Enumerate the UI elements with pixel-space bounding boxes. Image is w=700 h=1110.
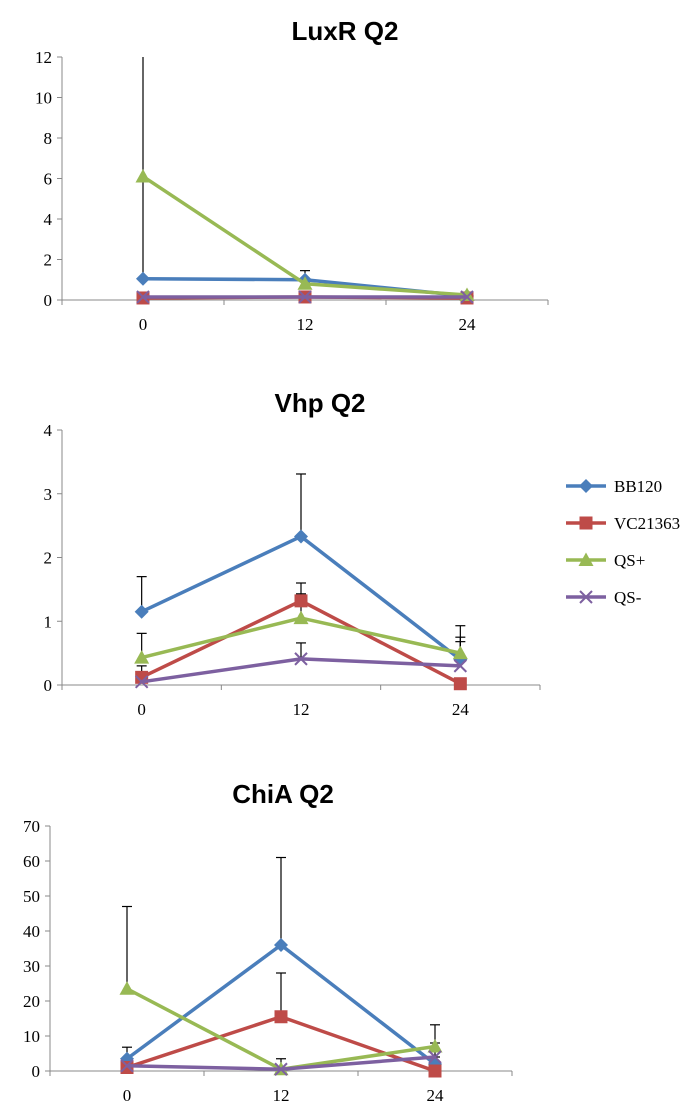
data-point [298,290,312,304]
data-point [453,677,467,691]
legend-item-QS+: QS+ [566,551,645,570]
data-point [428,1050,442,1064]
data-point [136,271,150,286]
series-QS- [120,1050,442,1076]
series-QS- [134,652,468,689]
y-tick-label: 2 [44,549,53,568]
chart-title: ChiA Q2 [232,779,334,809]
y-tick-label: 60 [23,852,40,871]
chart-title: Vhp Q2 [274,388,365,418]
legend-item-QS-: QS- [566,588,642,607]
series-VC21363 [135,594,467,691]
data-point [297,276,313,290]
y-tick-label: 4 [44,210,53,229]
x-tick-label: 12 [273,1086,290,1105]
y-tick-label: 0 [44,676,53,695]
data-point [136,290,150,304]
y-tick-label: 50 [23,887,40,906]
data-point [427,1039,443,1053]
error-bars-BB120 [142,57,472,296]
legend-marker [579,590,593,604]
x-tick-label: 24 [427,1086,445,1105]
x-tick-label: 0 [123,1086,132,1105]
data-point [134,650,150,664]
series-QS- [136,290,474,304]
y-tick-label: 30 [23,957,40,976]
legend-label: QS+ [614,551,645,570]
legend-label: VC21363 [614,514,680,533]
data-point [120,1059,134,1073]
y-tick-label: 1 [44,612,53,631]
legend-item-BB120: BB120 [566,477,662,496]
y-tick-label: 70 [23,817,40,836]
y-tick-label: 10 [35,89,52,108]
y-tick-label: 4 [44,421,53,440]
x-tick-label: 12 [297,315,314,334]
x-tick-label: 0 [139,315,148,334]
legend-marker [578,552,594,566]
y-tick-label: 6 [44,170,53,189]
legend-item-VC21363: VC21363 [566,514,680,533]
y-tick-label: 3 [44,485,53,504]
data-point [134,675,149,689]
y-tick-label: 0 [44,291,53,310]
legend-marker [579,516,593,530]
y-tick-label: 8 [44,129,53,148]
data-point [452,645,468,660]
chart-3: ChiA Q2 0 10 20 30 40 50 60 70 0 12 24 [23,779,513,1105]
data-point [460,290,474,304]
y-tick-label: 0 [32,1062,41,1081]
error-bars-BB120 [136,473,466,660]
series-QS+ [135,168,475,301]
data-point [294,594,308,608]
data-point [428,1064,442,1078]
data-point [294,652,308,666]
y-tick-label: 10 [23,1027,40,1046]
series-QS+ [134,610,468,664]
legend-label: BB120 [614,477,662,496]
series-line [141,657,461,684]
data-point [119,981,135,995]
x-tick-label: 24 [459,315,477,334]
legend-marker [579,479,593,493]
data-point [294,529,308,544]
y-tick-label: 40 [23,922,40,941]
y-tick-label: 20 [23,992,40,1011]
data-point [274,1062,288,1076]
data-point [274,1010,288,1024]
x-tick-label: 24 [452,700,470,719]
x-tick-label: 0 [137,700,146,719]
x-tick-label: 12 [293,700,310,719]
y-tick-label: 12 [35,48,52,67]
data-point [134,604,149,619]
data-point [453,659,468,673]
legend-label: QS- [614,588,642,607]
data-point [135,168,151,183]
chart-title: LuxR Q2 [292,16,399,46]
data-point [274,938,288,952]
y-tick-label: 2 [44,251,53,270]
data-point [293,610,309,625]
legend: BB120 VC21363 QS+ QS- [566,477,680,607]
